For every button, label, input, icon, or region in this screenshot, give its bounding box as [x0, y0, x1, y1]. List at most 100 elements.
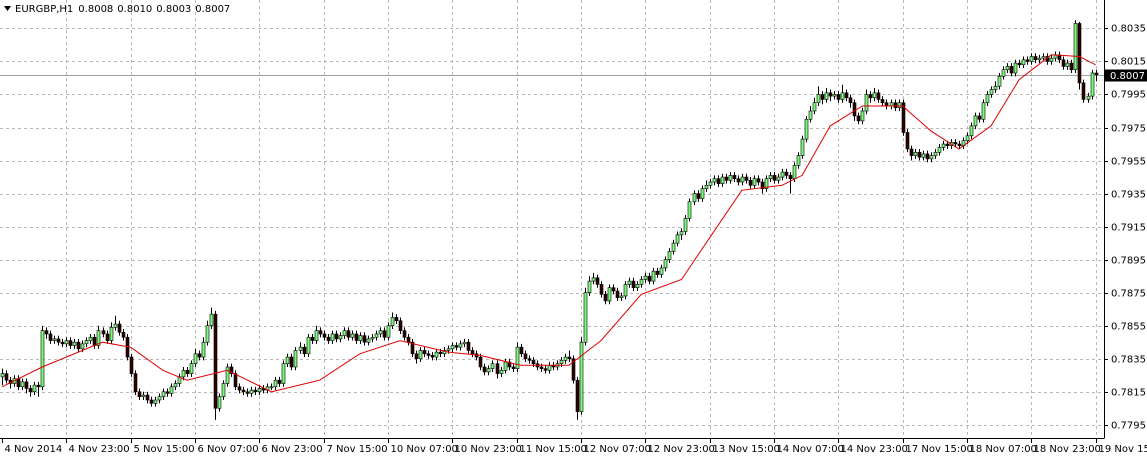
x-tick-label: 6 Nov 23:00	[262, 444, 323, 455]
candle-body	[901, 102, 906, 133]
candle-body	[402, 330, 407, 338]
candle-body	[245, 391, 250, 394]
candle-body	[249, 389, 254, 394]
candle-body	[84, 340, 89, 345]
x-tick-label: 10 Nov 07:00	[391, 444, 458, 455]
candle-body	[285, 356, 290, 364]
candle-body	[619, 295, 624, 298]
y-tick-label: 0.7815	[1111, 388, 1146, 399]
candle-body	[824, 92, 829, 100]
candle-body	[318, 330, 323, 335]
candle-body	[503, 361, 508, 371]
x-tick-label: 14 Nov 07:00	[777, 444, 844, 455]
candle-body	[217, 396, 222, 409]
candle-body	[342, 330, 347, 336]
candle-body	[410, 341, 415, 355]
candle-body	[937, 147, 942, 153]
candle-body	[338, 335, 343, 340]
candle-body	[289, 356, 294, 368]
candle-body	[724, 176, 729, 181]
candle-body	[1086, 95, 1091, 100]
candle-body	[52, 338, 57, 341]
candle-body	[784, 171, 789, 176]
candle-body	[575, 379, 580, 412]
candle-body	[913, 151, 918, 156]
candle-body	[406, 336, 411, 343]
candle-body	[872, 92, 877, 99]
candle-body	[696, 193, 701, 199]
candle-body	[752, 178, 757, 186]
candle-body	[486, 368, 491, 373]
candle-body	[233, 373, 238, 388]
grid	[0, 0, 1104, 438]
candle-body	[860, 110, 865, 122]
price-tag-label: 0.8007	[1110, 71, 1145, 82]
price-tag	[1105, 69, 1147, 82]
candle-body	[559, 360, 564, 364]
candle-body	[768, 175, 773, 180]
candle-body	[157, 396, 162, 401]
candle-body	[326, 336, 331, 341]
candle-body	[346, 330, 351, 338]
candle-body	[679, 231, 684, 236]
y-tick-label: 0.7975	[1111, 124, 1146, 135]
candle-body	[989, 89, 994, 95]
candle-body	[700, 188, 705, 199]
candle-body	[418, 350, 423, 360]
moving-average	[1, 54, 1096, 393]
candle-body	[117, 323, 122, 333]
candle-body	[173, 383, 178, 388]
candle-body	[683, 218, 688, 232]
header-close: 0.8007	[195, 4, 230, 15]
candle-body	[571, 358, 576, 381]
candle-body	[539, 366, 544, 369]
candle-body	[434, 351, 439, 358]
menu-arrow[interactable]	[4, 6, 11, 11]
candle-body	[36, 384, 41, 388]
candle-body	[366, 338, 371, 343]
candle-body	[905, 132, 910, 150]
candle-body	[647, 275, 652, 282]
x-tick-label: 12 Nov 07:00	[584, 444, 651, 455]
candle-body	[80, 343, 85, 350]
candle-body	[732, 175, 737, 180]
candle-body	[101, 330, 106, 335]
candle-body	[257, 388, 262, 393]
x-tick-label: 4 Nov 23:00	[69, 444, 130, 455]
candle-body	[1073, 23, 1078, 71]
candle-body	[583, 292, 588, 343]
candle-body	[507, 361, 512, 368]
candle-body	[398, 320, 403, 331]
candle-body	[20, 381, 25, 388]
x-tick-label: 12 Nov 23:00	[648, 444, 715, 455]
candle-body	[728, 175, 733, 181]
candle-body	[897, 102, 902, 108]
candle-body	[800, 138, 805, 156]
candle-body	[466, 341, 471, 351]
candle-body	[852, 102, 857, 117]
candle-body	[48, 333, 53, 341]
candle-body	[788, 175, 793, 180]
candle-body	[1094, 72, 1099, 75]
candle-body	[603, 294, 608, 302]
candle-body	[145, 394, 150, 401]
candle-body	[929, 155, 934, 160]
candle-body	[221, 383, 226, 398]
candle-body	[386, 325, 391, 338]
candle-body	[330, 333, 335, 341]
candle-body	[776, 176, 781, 181]
candle-body	[591, 277, 596, 282]
candle-body	[44, 330, 49, 335]
candle-body	[957, 143, 962, 146]
plot	[0, 20, 1104, 420]
candle-body	[933, 151, 938, 156]
candle-body	[482, 366, 487, 373]
candle-body	[876, 92, 881, 100]
candle-body	[350, 333, 355, 338]
candle-body	[611, 287, 616, 292]
candle-body	[764, 178, 769, 189]
candle-body	[828, 92, 833, 97]
candle-body	[225, 366, 230, 384]
candle-body	[720, 176, 725, 184]
